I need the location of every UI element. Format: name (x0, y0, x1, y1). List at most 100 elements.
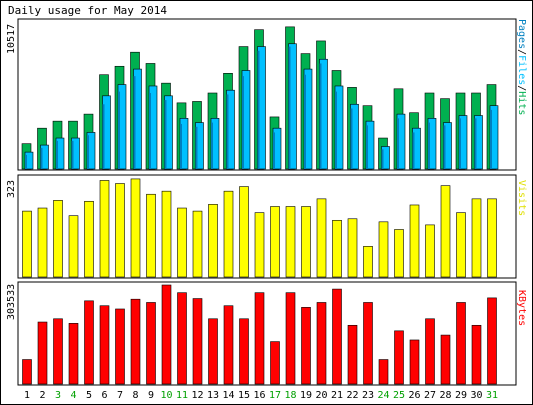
visits-bar-day-7 (115, 183, 125, 278)
pages-bar-day-25 (397, 118, 399, 169)
day-label-30: 30 (470, 390, 482, 401)
visits-bar-day-2 (37, 207, 48, 278)
kbytes-bar-day-31 (487, 297, 497, 385)
visits-bar-day-4 (68, 215, 79, 278)
kbytes-bar-day-25 (394, 330, 404, 385)
kbytes-bar-day-8 (130, 298, 141, 385)
visits-bar-day-16 (254, 212, 265, 278)
visits-bar-day-11 (177, 207, 187, 278)
day-label-21: 21 (331, 390, 343, 401)
kbytes-bar-day-17 (270, 341, 280, 385)
legend-sep-1: / (516, 49, 527, 55)
day-label-18: 18 (284, 390, 296, 401)
kbytes-bar-day-22 (347, 324, 358, 385)
day-label-7: 7 (117, 390, 123, 401)
pages-bar-day-20 (319, 63, 322, 170)
kbytes-bar-day-13 (208, 318, 218, 385)
visits-bar-day-5 (84, 200, 94, 278)
visits-bar-day-18 (285, 206, 296, 278)
pages-bar-day-6 (102, 104, 105, 169)
day-label-2: 2 (39, 390, 45, 401)
pages-bar-day-24 (381, 149, 384, 169)
pages-bar-day-12 (195, 126, 198, 169)
visits-bar-day-31 (487, 198, 497, 278)
pages-bar-day-2 (40, 147, 43, 169)
visits-bar-day-17 (270, 206, 280, 278)
visits-bars (22, 178, 497, 278)
pages-bar-day-14 (226, 94, 229, 169)
visits-bar-day-1 (22, 210, 32, 278)
pages-bar-day-21 (335, 91, 337, 169)
day-label-27: 27 (424, 390, 436, 401)
kbytes-bar-day-19 (301, 307, 311, 385)
pages-bar-day-4 (71, 140, 74, 169)
kbytes-bars (22, 284, 497, 385)
day-label-15: 15 (238, 390, 250, 401)
visits-bar-day-8 (130, 178, 141, 278)
kbytes-bar-day-26 (409, 339, 420, 385)
day-label-19: 19 (300, 390, 312, 401)
visits-bar-day-20 (316, 198, 327, 278)
kbytes-bar-day-3 (53, 318, 63, 385)
day-label-29: 29 (455, 390, 467, 401)
pages-bar-day-13 (211, 122, 213, 169)
pages-bar-day-9 (149, 93, 151, 169)
hits-files-pages-panel: 10517 Pages/Files/Hits (6, 18, 527, 171)
day-label-28: 28 (439, 390, 451, 401)
kbytes-bar-day-9 (146, 302, 156, 385)
day-label-31: 31 (486, 390, 498, 401)
pages-bar-day-26 (412, 132, 415, 169)
hits-ymax-label: 10517 (6, 24, 17, 54)
pages-bar-day-31 (490, 109, 492, 169)
visits-panel: 323 Visits (6, 174, 527, 279)
kbytes-bar-day-16 (254, 292, 265, 385)
pages-bar-day-28 (443, 125, 446, 169)
kbytes-bar-day-7 (115, 308, 125, 385)
visits-ymax-label: 323 (6, 180, 17, 198)
kbytes-bar-day-28 (440, 334, 451, 385)
visits-bar-day-10 (161, 190, 172, 278)
kbytes-bar-day-10 (161, 284, 172, 385)
day-label-25: 25 (393, 390, 405, 401)
kbytes-bar-day-21 (332, 288, 342, 385)
kbytes-bar-day-23 (363, 302, 373, 385)
kbytes-bar-day-6 (99, 305, 110, 385)
pages-bar-day-19 (304, 74, 306, 169)
kbytes-bar-day-20 (316, 302, 327, 385)
day-label-9: 9 (148, 390, 154, 401)
legend-files: Files (516, 55, 527, 85)
kbytes-bar-day-24 (378, 359, 389, 385)
visits-bar-day-24 (378, 221, 389, 278)
kbytes-bar-day-12 (192, 298, 203, 385)
visits-bar-day-29 (456, 212, 466, 278)
pages-bar-day-23 (366, 125, 368, 169)
day-label-13: 13 (207, 390, 219, 401)
kbytes-bar-day-5 (84, 300, 94, 385)
legend-hits: Hits (516, 91, 527, 115)
kbytes-legend: KBytes (516, 290, 527, 326)
pages-bar-day-8 (133, 76, 136, 169)
pages-bar-day-29 (459, 118, 461, 169)
visits-bar-day-14 (223, 190, 234, 278)
pages-bar-day-1 (25, 154, 27, 169)
day-label-1: 1 (24, 390, 30, 401)
visits-bar-day-25 (394, 229, 404, 278)
pages-bar-day-27 (428, 122, 430, 169)
visits-bar-day-9 (146, 193, 156, 278)
day-label-5: 5 (86, 390, 92, 401)
pages-bar-day-5 (87, 135, 89, 169)
day-label-17: 17 (269, 390, 281, 401)
kbytes-bar-day-11 (177, 292, 187, 385)
pages-bar-day-7 (118, 91, 120, 169)
visits-bar-day-15 (239, 186, 249, 278)
kbytes-bar-day-14 (223, 305, 234, 385)
pages-bar-day-18 (288, 46, 291, 169)
day-label-16: 16 (253, 390, 265, 401)
hits-panel-frame (17, 18, 517, 171)
kbytes-bar-day-29 (456, 302, 466, 385)
day-label-6: 6 (101, 390, 107, 401)
visits-bar-day-22 (347, 218, 358, 278)
pages-bar-day-22 (350, 108, 353, 169)
day-label-4: 4 (70, 390, 76, 401)
